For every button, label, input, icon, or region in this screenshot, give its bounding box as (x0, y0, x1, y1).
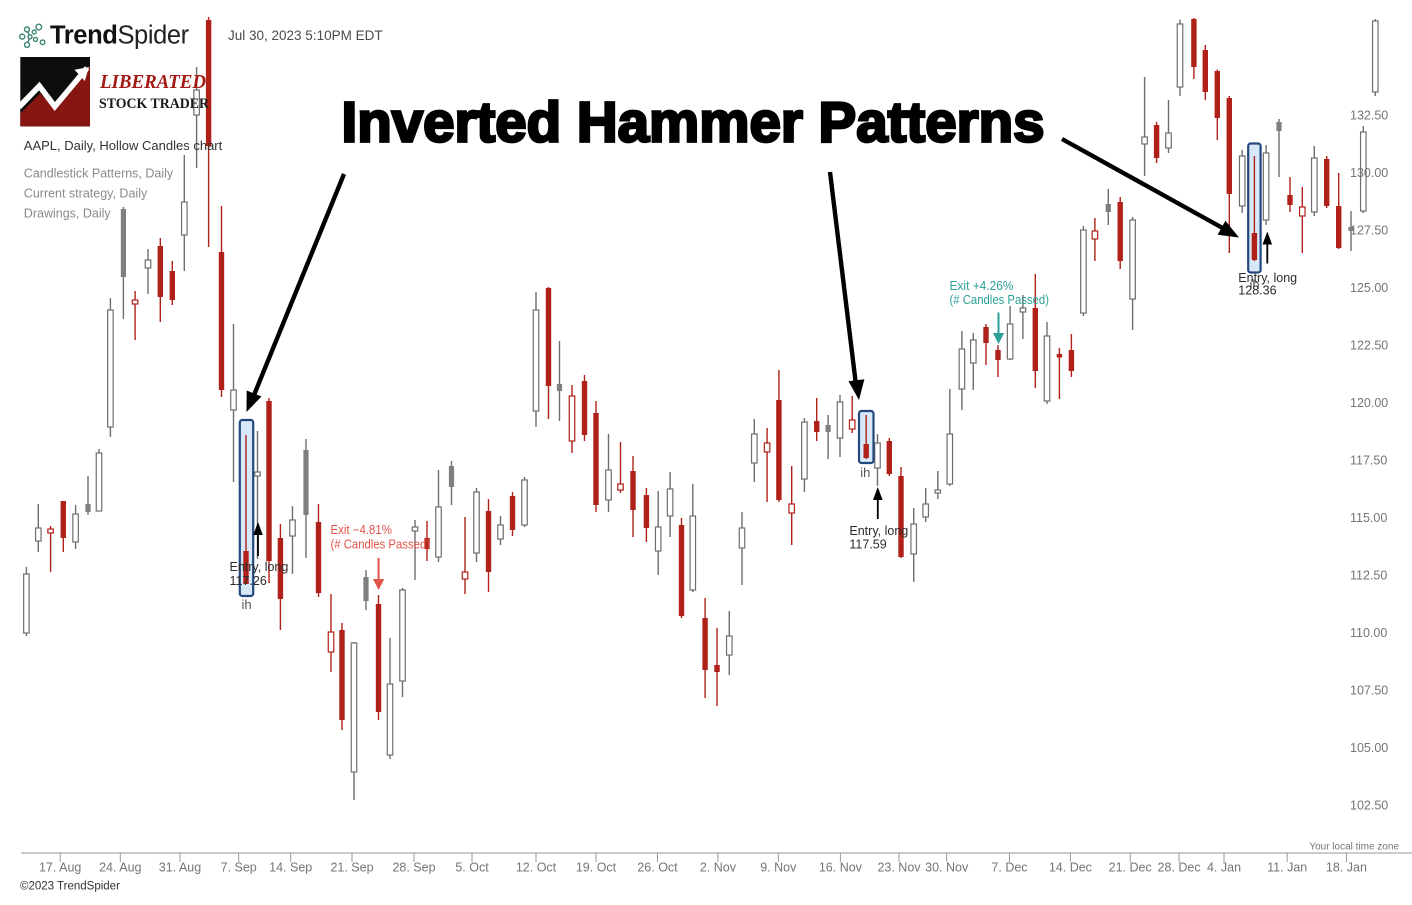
svg-text:107.50: 107.50 (1350, 684, 1388, 698)
svg-text:16. Nov: 16. Nov (819, 861, 863, 875)
svg-text:ih: ih (1250, 277, 1260, 292)
svg-text:105.00: 105.00 (1350, 741, 1388, 755)
svg-text:117.59: 117.59 (849, 538, 886, 552)
svg-text:30. Nov: 30. Nov (925, 861, 969, 875)
svg-text:127.50: 127.50 (1350, 224, 1388, 238)
svg-text:7. Sep: 7. Sep (221, 861, 257, 875)
svg-text:2. Nov: 2. Nov (700, 861, 737, 875)
svg-text:5. Oct: 5. Oct (455, 861, 489, 875)
svg-text:117.50: 117.50 (1350, 454, 1387, 468)
svg-text:24. Aug: 24. Aug (99, 861, 141, 875)
svg-text:110.00: 110.00 (1350, 626, 1387, 640)
svg-text:102.50: 102.50 (1350, 799, 1388, 813)
svg-text:14. Sep: 14. Sep (269, 861, 312, 875)
svg-text:12. Oct: 12. Oct (516, 861, 557, 875)
svg-text:115.00: 115.00 (1350, 511, 1387, 525)
svg-text:ih: ih (860, 465, 870, 480)
svg-text:Exit +4.26%: Exit +4.26% (950, 279, 1014, 293)
svg-text:17. Aug: 17. Aug (39, 861, 81, 875)
svg-text:14. Dec: 14. Dec (1049, 861, 1092, 875)
svg-text:Entry, long: Entry, long (230, 560, 289, 574)
svg-text:31. Aug: 31. Aug (159, 861, 201, 875)
svg-text:ih: ih (242, 597, 252, 612)
svg-text:Drawings, Daily: Drawings, Daily (24, 207, 112, 221)
svg-text:AAPL, Daily, Hollow Candles ch: AAPL, Daily, Hollow Candles chart (24, 138, 223, 153)
svg-text:©2023 TrendSpider: ©2023 TrendSpider (20, 881, 120, 893)
svg-text:Candlestick Patterns, Daily: Candlestick Patterns, Daily (24, 167, 174, 181)
svg-text:4. Jan: 4. Jan (1207, 861, 1241, 875)
svg-text:125.00: 125.00 (1350, 281, 1388, 295)
svg-text:Jul 30, 2023 5:10PM EDT: Jul 30, 2023 5:10PM EDT (228, 28, 383, 43)
svg-text:21. Sep: 21. Sep (330, 861, 373, 875)
svg-text:130.00: 130.00 (1350, 166, 1388, 180)
svg-text:Entry, long: Entry, long (849, 524, 908, 538)
svg-text:120.00: 120.00 (1350, 396, 1388, 410)
svg-text:TrendSpider: TrendSpider (50, 22, 190, 50)
svg-text:128.36: 128.36 (1238, 284, 1276, 298)
svg-text:9. Nov: 9. Nov (760, 861, 797, 875)
svg-text:Your local time zone: Your local time zone (1309, 842, 1399, 853)
svg-text:Exit −4.81%: Exit −4.81% (331, 523, 393, 537)
svg-text:(# Candles Passed): (# Candles Passed) (331, 538, 431, 552)
svg-text:7. Dec: 7. Dec (991, 861, 1027, 875)
svg-text:28. Sep: 28. Sep (392, 861, 435, 875)
svg-text:(# Candles Passed): (# Candles Passed) (950, 293, 1050, 307)
svg-text:122.50: 122.50 (1350, 339, 1388, 353)
svg-text:117.26: 117.26 (230, 574, 267, 588)
svg-text:11. Jan: 11. Jan (1267, 861, 1307, 875)
svg-text:23. Nov: 23. Nov (877, 861, 921, 875)
svg-text:Inverted Hammer Patterns: Inverted Hammer Patterns (342, 91, 1045, 155)
svg-text:LIBERATED: LIBERATED (99, 71, 206, 93)
svg-text:132.50: 132.50 (1350, 109, 1388, 123)
svg-text:112.50: 112.50 (1350, 569, 1387, 583)
svg-text:18. Jan: 18. Jan (1326, 861, 1367, 875)
svg-text:28. Dec: 28. Dec (1158, 861, 1201, 875)
svg-text:STOCK TRADER: STOCK TRADER (99, 96, 209, 112)
svg-text:Current strategy, Daily: Current strategy, Daily (24, 187, 148, 201)
svg-text:19. Oct: 19. Oct (576, 861, 617, 875)
svg-text:Entry, long: Entry, long (1238, 271, 1297, 285)
svg-text:26. Oct: 26. Oct (637, 861, 678, 875)
svg-text:21. Dec: 21. Dec (1109, 861, 1152, 875)
